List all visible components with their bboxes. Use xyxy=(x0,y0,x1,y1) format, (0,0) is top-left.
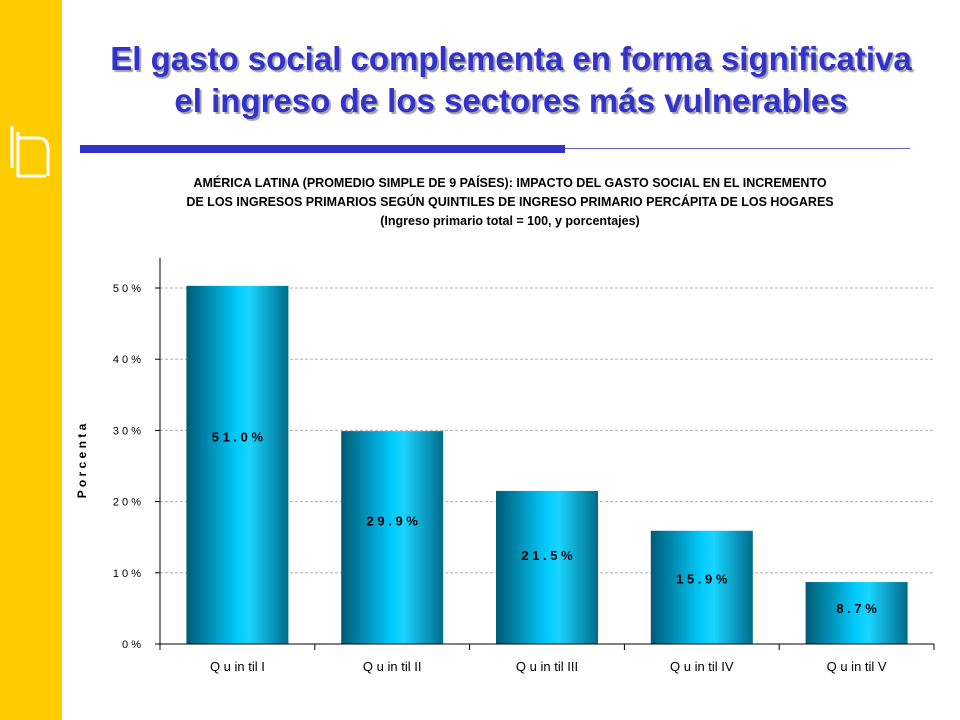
chart-bars: 5 1 . 0 % 2 9 . 9 % 2 1 . 5 % 1 5 . 9 % 8 . … xyxy=(186,285,908,644)
data-label: 8 . 7 % xyxy=(836,601,877,616)
bar xyxy=(496,490,598,644)
y-tick-label: 2 0 % xyxy=(113,497,141,509)
data-label: 2 9 . 9 % xyxy=(367,514,419,529)
y-tick-label: 5 0 % xyxy=(113,283,141,295)
title-line-1: El gasto social complementa en forma sig… xyxy=(110,40,912,77)
chart-ticks: 0 % 1 0 % 2 0 % 3 0 % 4 0 % 5 0 % Q u in til I… xyxy=(113,283,887,674)
subtitle-line-2: DE LOS INGRESOS PRIMARIOS SEGÚN QUINTILE… xyxy=(186,195,834,209)
data-label: 1 5 . 9 % xyxy=(676,571,728,586)
y-tick-label: 3 0 % xyxy=(113,425,141,437)
page-title: El gasto social complementa en forma sig… xyxy=(62,38,960,122)
x-tick-label: Q u in til IV xyxy=(670,659,734,674)
y-tick-label: 4 0 % xyxy=(113,354,141,366)
x-tick-label: Q u in til II xyxy=(363,659,422,674)
sidebar-band xyxy=(0,0,62,720)
y-tick-label: 0 % xyxy=(122,639,141,651)
x-tick-label: Q u in til I xyxy=(210,659,265,674)
bar-chart: 5 1 . 0 % 2 9 . 9 % 2 1 . 5 % 1 5 . 9 % 8 . … xyxy=(75,258,935,674)
chart-subtitle: AMÉRICA LATINA (PROMEDIO SIMPLE DE 9 PAÍ… xyxy=(80,174,940,231)
title-line-2: el ingreso de los sectores más vulnerabl… xyxy=(174,82,848,119)
bar xyxy=(341,431,444,644)
bar xyxy=(186,285,289,644)
data-label: 2 1 . 5 % xyxy=(521,548,573,563)
x-tick-label: Q u in til III xyxy=(516,659,578,674)
subtitle-line-3: (Ingreso primario total = 100, y porcent… xyxy=(380,214,640,228)
bar xyxy=(805,582,908,644)
y-tick-label: 1 0 % xyxy=(113,568,141,580)
chart-axes xyxy=(155,258,935,650)
subtitle-line-1: AMÉRICA LATINA (PROMEDIO SIMPLE DE 9 PAÍ… xyxy=(193,176,827,190)
logo-icon xyxy=(10,126,50,178)
x-tick-label: Q u in til V xyxy=(827,659,887,674)
data-label: 5 1 . 0 % xyxy=(212,429,264,444)
title-divider xyxy=(80,145,910,153)
y-axis-label: P o r c e n t a xyxy=(75,423,89,498)
bar xyxy=(650,530,753,644)
